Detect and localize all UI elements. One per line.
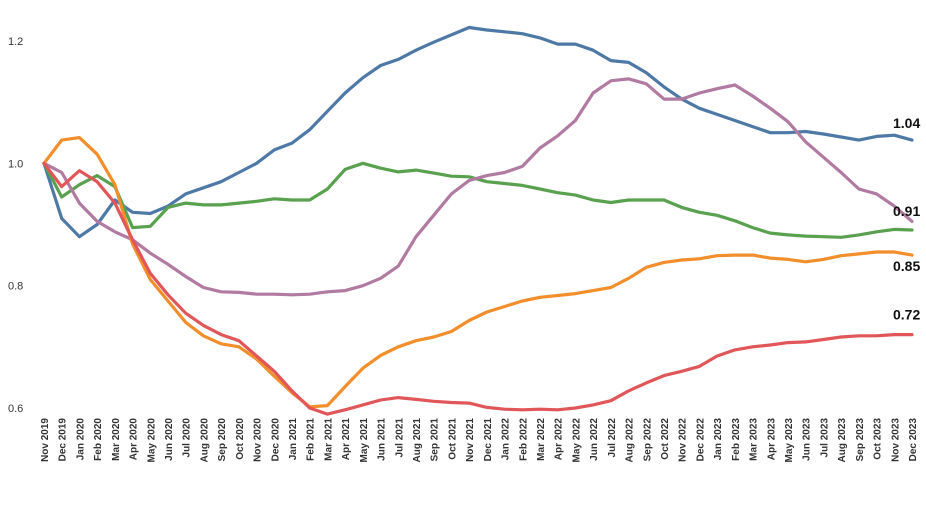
x-tick-label: Oct 2023: [873, 418, 884, 460]
x-tick-label: Jan 2023: [713, 418, 724, 461]
x-tick-label: Jul 2021: [394, 418, 405, 458]
x-tick-label: Dec 2023: [908, 418, 919, 462]
series-line-4: [42, 161, 914, 416]
x-tick-label: Nov 2019: [40, 418, 51, 462]
end-label: 0.91: [893, 203, 920, 219]
y-tick-label: 1.0: [8, 158, 23, 170]
x-tick-label: Nov 2020: [253, 418, 264, 462]
x-tick-label: Feb 2022: [518, 418, 529, 461]
end-label: 0.85: [893, 258, 920, 274]
x-tick-label: Mar 2021: [323, 418, 334, 461]
end-label: 0.72: [893, 307, 920, 323]
x-tick-label: Feb 2021: [306, 418, 317, 461]
x-tick-label: May 2020: [146, 418, 157, 463]
series-line-3: [42, 136, 914, 409]
x-tick-label: Feb 2020: [93, 418, 104, 461]
x-tick-label: Nov 2022: [678, 418, 689, 462]
x-tick-label: Mar 2020: [111, 418, 122, 461]
x-tick-label: Jun 2020: [164, 418, 175, 461]
x-tick-label: Aug 2021: [412, 418, 423, 463]
x-tick-label: Aug 2023: [837, 418, 848, 463]
x-tick-label: Sep 2023: [855, 418, 866, 462]
y-tick-label: 1.2: [8, 36, 23, 48]
x-tick-label: Sep 2020: [217, 418, 228, 462]
series-line-0: [42, 25, 914, 239]
x-tick-label: Oct 2022: [660, 418, 671, 460]
series-line-2: [42, 77, 914, 297]
x-tick-label: Apr 2021: [341, 418, 352, 461]
x-tick-label: Jun 2021: [377, 418, 388, 461]
x-tick-label: Apr 2023: [766, 418, 777, 461]
x-tick-label: Feb 2023: [731, 418, 742, 461]
x-tick-label: Jul 2022: [607, 418, 618, 458]
x-tick-label: Mar 2022: [536, 418, 547, 461]
x-tick-label: Apr 2020: [129, 418, 140, 461]
x-tick-label: Aug 2022: [625, 418, 636, 463]
x-tick-label: May 2021: [359, 418, 370, 463]
y-tick-label: 0.6: [8, 403, 23, 415]
x-tick-label: Dec 2021: [483, 418, 494, 462]
x-tick-label: Jul 2023: [819, 418, 830, 458]
x-tick-label: Nov 2021: [465, 418, 476, 462]
x-tick-label: Sep 2022: [642, 418, 653, 462]
end-labels: 1.04 0.91 0.85 0.72: [893, 115, 920, 323]
x-tick-label: Nov 2023: [890, 418, 901, 462]
y-tick-label: 0.8: [8, 281, 23, 293]
end-label: 1.04: [893, 115, 920, 131]
x-tick-label: May 2023: [784, 418, 795, 463]
x-tick-label: Aug 2020: [199, 418, 210, 463]
x-tick-label: Jan 2022: [501, 418, 512, 461]
x-tick-label: Dec 2022: [695, 418, 706, 462]
x-tick-label: Jul 2020: [182, 418, 193, 458]
series-lines: [42, 25, 914, 416]
x-tick-label: Jan 2020: [75, 418, 86, 461]
x-tick-label: Jun 2022: [589, 418, 600, 461]
x-tick-label: Dec 2020: [270, 418, 281, 462]
x-tick-label: Apr 2022: [554, 418, 565, 461]
x-tick-label: Oct 2020: [235, 418, 246, 460]
x-tick-label: May 2022: [571, 418, 582, 463]
x-tick-label: Jun 2023: [802, 418, 813, 461]
x-tick-label: Sep 2021: [430, 418, 441, 462]
x-tick-label: Jan 2021: [288, 418, 299, 461]
x-tick-label: Dec 2019: [58, 418, 69, 462]
x-tick-label: Mar 2023: [749, 418, 760, 461]
x-axis: Nov 2019 Dec 2019 Jan 2020 Feb 2020 Mar 2020…: [40, 418, 919, 463]
y-axis: 0.6 0.8 1.0 1.2: [8, 36, 23, 415]
x-tick-label: Oct 2021: [447, 418, 458, 460]
